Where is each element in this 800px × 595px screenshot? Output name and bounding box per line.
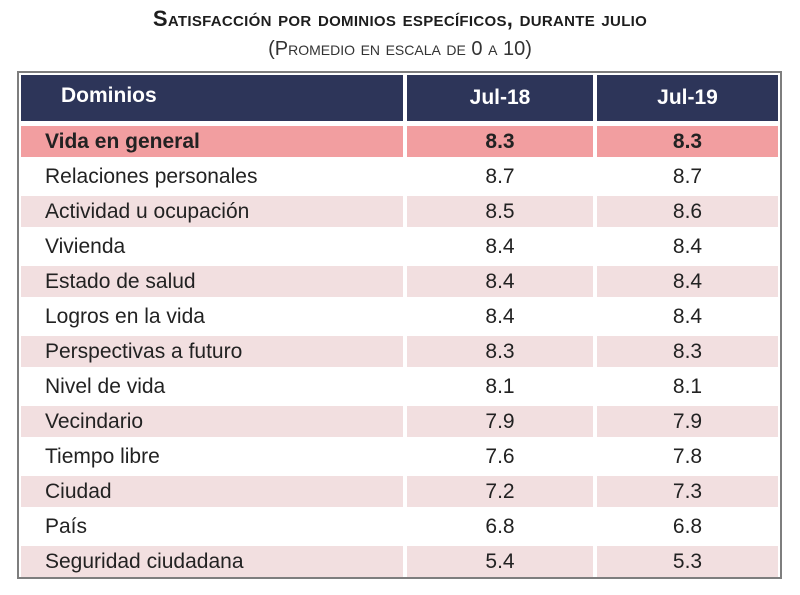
header-jul-18: Jul-18 (407, 75, 593, 121)
jul18-cell: 8.3 (407, 336, 593, 367)
table-row: Vivienda 8.4 8.4 (21, 231, 778, 262)
jul19-cell: 8.3 (597, 126, 778, 157)
table-row: Relaciones personales 8.7 8.7 (21, 161, 778, 192)
domain-cell: Vecindario (21, 406, 403, 437)
table-title: Satisfacción por dominios específicos, d… (152, 6, 648, 31)
table-row: Ciudad 7.2 7.3 (21, 476, 778, 507)
jul18-cell: 7.9 (407, 406, 593, 437)
domain-cell: Nivel de vida (21, 371, 403, 402)
table-row: Nivel de vida 8.1 8.1 (21, 371, 778, 402)
jul18-cell: 8.4 (407, 266, 593, 297)
jul18-cell: 6.8 (407, 511, 593, 542)
jul19-cell: 7.3 (597, 476, 778, 507)
domain-cell: Seguridad ciudadana (21, 546, 403, 577)
jul18-cell: 7.6 (407, 441, 593, 472)
jul18-cell: 8.1 (407, 371, 593, 402)
jul18-cell: 8.7 (407, 161, 593, 192)
table-row: Actividad u ocupación 8.5 8.6 (21, 196, 778, 227)
jul19-cell: 8.1 (597, 371, 778, 402)
jul19-cell: 5.3 (597, 546, 778, 577)
table-row: Perspectivas a futuro 8.3 8.3 (21, 336, 778, 367)
jul18-cell: 8.4 (407, 231, 593, 262)
jul19-cell: 7.9 (597, 406, 778, 437)
jul19-cell: 8.4 (597, 301, 778, 332)
table-row: Estado de salud 8.4 8.4 (21, 266, 778, 297)
domain-cell: Logros en la vida (21, 301, 403, 332)
table-subtitle: (Promedio en escala de 0 a 10) (268, 38, 532, 60)
jul18-cell: 8.5 (407, 196, 593, 227)
domain-cell: Relaciones personales (21, 161, 403, 192)
table-row: Tiempo libre 7.6 7.8 (21, 441, 778, 472)
jul19-cell: 8.4 (597, 266, 778, 297)
jul18-cell: 8.3 (407, 126, 593, 157)
domain-cell: Tiempo libre (21, 441, 403, 472)
domain-cell: Vivienda (21, 231, 403, 262)
jul19-cell: 8.3 (597, 336, 778, 367)
satisfaction-table: Dominios Jul-18 Jul-19 Vida en general 8… (17, 71, 782, 579)
table-row: Seguridad ciudadana 5.4 5.3 (21, 546, 778, 577)
jul18-cell: 7.2 (407, 476, 593, 507)
domain-cell: Estado de salud (21, 266, 403, 297)
jul19-cell: 8.6 (597, 196, 778, 227)
jul19-cell: 8.4 (597, 231, 778, 262)
jul18-cell: 5.4 (407, 546, 593, 577)
table-header-row: Dominios Jul-18 Jul-19 (21, 75, 778, 121)
table-row: Logros en la vida 8.4 8.4 (21, 301, 778, 332)
table-row: Vecindario 7.9 7.9 (21, 406, 778, 437)
domain-cell: Vida en general (21, 126, 403, 157)
jul19-cell: 8.7 (597, 161, 778, 192)
jul18-cell: 8.4 (407, 301, 593, 332)
domain-cell: Actividad u ocupación (21, 196, 403, 227)
header-jul-19: Jul-19 (597, 75, 778, 121)
table-row: País 6.8 6.8 (21, 511, 778, 542)
jul19-cell: 6.8 (597, 511, 778, 542)
table-row: Vida en general 8.3 8.3 (21, 126, 778, 157)
domain-cell: Ciudad (21, 476, 403, 507)
domain-cell: Perspectivas a futuro (21, 336, 403, 367)
domain-cell: País (21, 511, 403, 542)
header-dominios: Dominios (21, 75, 403, 121)
jul19-cell: 7.8 (597, 441, 778, 472)
